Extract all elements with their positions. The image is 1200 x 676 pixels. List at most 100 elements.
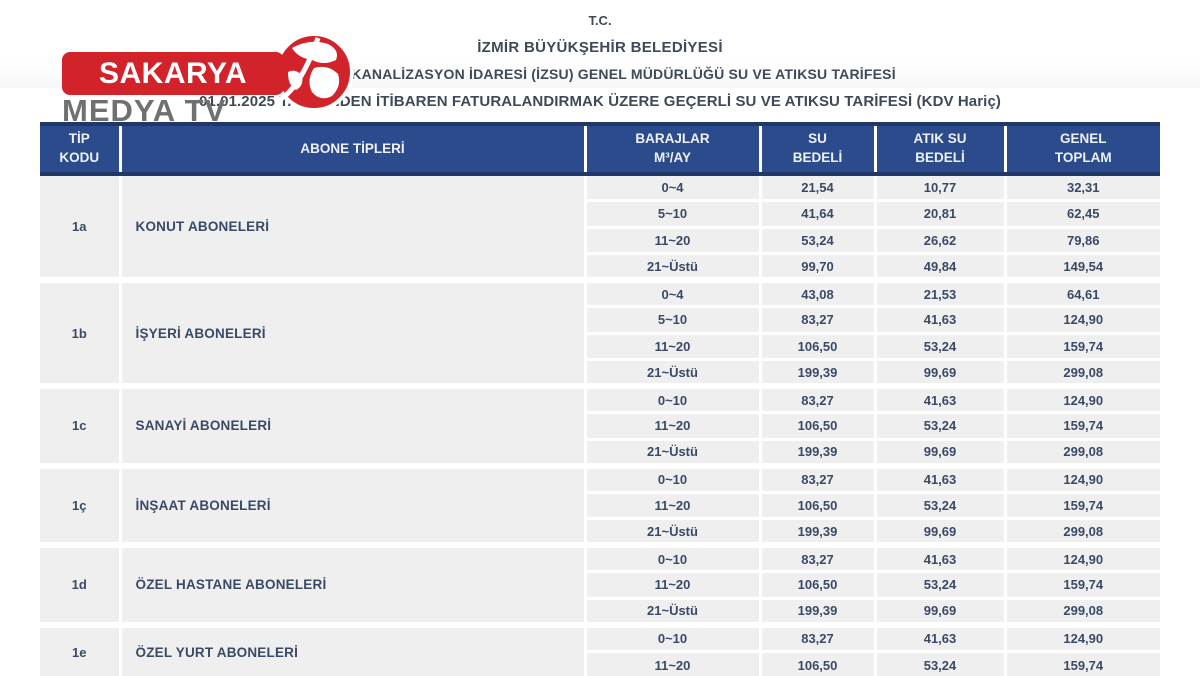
- tariff-row: 21~Üstü 199,39 99,69 299,08: [40, 437, 1160, 466]
- type-code-cell: 1c: [40, 383, 122, 466]
- title-tc: T.C.: [588, 13, 612, 28]
- tariff-row: 11~20 53,24 26,62 79,86: [40, 225, 1160, 254]
- col-header-abone-tipleri: ABONE TİPLERİ: [120, 122, 587, 176]
- wastewater-fee-cell: 41,63: [875, 462, 1007, 492]
- bracket-cell: 0~10: [585, 542, 762, 572]
- grand-total-cell: 62,45: [1005, 199, 1160, 227]
- water-fee-cell: 99,70: [760, 252, 877, 280]
- col-header-tip-kodu: TİP KODU: [40, 122, 122, 176]
- bracket-cell: 21~Üstü: [585, 437, 762, 466]
- grand-total-cell: 124,90: [1005, 542, 1160, 572]
- wastewater-fee-cell: 53,24: [875, 649, 1007, 676]
- wastewater-fee-cell: 26,62: [875, 225, 1007, 254]
- subscriber-type-cell: İŞYERİ ABONELERİ: [120, 277, 587, 386]
- wastewater-fee-cell: 21,53: [875, 277, 1007, 307]
- water-fee-cell: 106,50: [760, 570, 877, 598]
- wastewater-fee-cell: 41,63: [875, 383, 1007, 413]
- tariff-row: 1d ÖZEL HASTANE ABONELERİ 0~10 83,27 41,63 12…: [40, 542, 1160, 625]
- tariff-row: 5~10 83,27 41,63 124,90: [40, 305, 1160, 333]
- col-header-line: BARAJLAR: [635, 131, 710, 147]
- logo-subtitle: MEDYA TV: [62, 93, 227, 128]
- col-header-atik-su-bedeli: ATIK SU BEDELİ: [875, 122, 1007, 176]
- col-header-line: GENEL: [1059, 131, 1107, 147]
- water-fee-cell: 199,39: [760, 596, 877, 625]
- grand-total-cell: 299,08: [1005, 596, 1160, 625]
- tariff-row: 11~20 106,50 53,24 159,74: [40, 649, 1160, 676]
- grand-total-cell: 159,74: [1005, 331, 1160, 360]
- subscriber-type-cell: İNŞAAT ABONELERİ: [120, 462, 587, 545]
- wastewater-fee-cell: 99,69: [875, 358, 1007, 386]
- wastewater-fee-cell: 49,84: [875, 252, 1007, 280]
- water-fee-cell: 106,50: [760, 411, 877, 439]
- wastewater-fee-cell: 99,69: [875, 517, 1007, 545]
- wastewater-fee-cell: 53,24: [875, 411, 1007, 439]
- water-fee-cell: 83,27: [760, 305, 877, 333]
- water-fee-cell: 83,27: [760, 383, 877, 413]
- col-header-genel-toplam: GENEL TOPLAM: [1005, 122, 1160, 176]
- wastewater-fee-cell: 99,69: [875, 596, 1007, 625]
- wastewater-fee-cell: 99,69: [875, 437, 1007, 466]
- bracket-cell: 11~20: [585, 649, 762, 676]
- bracket-cell: 0~4: [585, 277, 762, 307]
- wastewater-fee-cell: 41,63: [875, 621, 1007, 651]
- subscriber-type-cell: ÖZEL HASTANE ABONELERİ: [120, 542, 587, 625]
- tariff-table: TİP KODU ABONE TİPLERİ BARAJLAR M³/AY SU…: [40, 122, 1160, 676]
- water-fee-cell: 53,24: [760, 225, 877, 254]
- logo-wordmark: SAKARYA: [62, 52, 284, 95]
- grand-total-cell: 299,08: [1005, 437, 1160, 466]
- bracket-cell: 0~10: [585, 383, 762, 413]
- tariff-row: 1e ÖZEL YURT ABONELERİ 0~10 83,27 41,63 124,9…: [40, 621, 1160, 676]
- type-code-cell: 1a: [40, 172, 122, 280]
- grand-total-cell: 299,08: [1005, 358, 1160, 386]
- wastewater-fee-cell: 41,63: [875, 542, 1007, 572]
- title-tariff-validity: 01.01.2025 TARİHİNDEN İTİBAREN FATURALAN…: [199, 93, 1001, 110]
- col-header-barajlar: BARAJLAR M³/AY: [585, 122, 762, 176]
- wastewater-fee-cell: 41,63: [875, 305, 1007, 333]
- tariff-row: 11~20 106,50 53,24 159,74: [40, 331, 1160, 360]
- water-fee-cell: 83,27: [760, 542, 877, 572]
- col-header-line: M³/AY: [653, 150, 691, 165]
- globe-icon: [274, 32, 354, 112]
- tariff-row: 1ç İNŞAAT ABONELERİ 0~10 83,27 41,63 124,90: [40, 462, 1160, 545]
- subscriber-type-cell: SANAYİ ABONELERİ: [120, 383, 587, 466]
- water-fee-cell: 106,50: [760, 649, 877, 676]
- tariff-row: 1a KONUT ABONELERİ 0~4 21,54 10,77 32,31: [40, 172, 1160, 280]
- bracket-cell: 21~Üstü: [585, 596, 762, 625]
- type-code-cell: 1d: [40, 542, 122, 625]
- bracket-cell: 11~20: [585, 331, 762, 360]
- grand-total-cell: 124,90: [1005, 383, 1160, 413]
- wastewater-fee-cell: 53,24: [875, 490, 1007, 519]
- subscriber-type-cell: ÖZEL YURT ABONELERİ: [120, 621, 587, 676]
- bracket-cell: 11~20: [585, 411, 762, 439]
- col-header-line: BEDELİ: [915, 150, 965, 165]
- grand-total-cell: 32,31: [1005, 172, 1160, 201]
- water-fee-cell: 199,39: [760, 358, 877, 386]
- col-header-line: BEDELİ: [792, 150, 843, 165]
- tariff-row: 21~Üstü 99,70 49,84 149,54: [40, 252, 1160, 280]
- water-fee-cell: 43,08: [760, 277, 877, 307]
- wastewater-fee-cell: 53,24: [875, 570, 1007, 598]
- tariff-table-header: TİP KODU ABONE TİPLERİ BARAJLAR M³/AY SU…: [40, 122, 1160, 176]
- water-fee-cell: 21,54: [760, 172, 877, 201]
- grand-total-cell: 64,61: [1005, 277, 1160, 307]
- title-municipality: İZMİR BÜYÜKŞEHİR BELEDİYESİ: [477, 39, 723, 56]
- water-fee-cell: 199,39: [760, 517, 877, 545]
- water-fee-cell: 106,50: [760, 331, 877, 360]
- header-row: TİP KODU ABONE TİPLERİ BARAJLAR M³/AY SU…: [40, 122, 1160, 176]
- water-fee-cell: 41,64: [760, 199, 877, 227]
- sakarya-logo: SAKARYA MEDYA TV: [55, 30, 395, 128]
- bracket-cell: 11~20: [585, 490, 762, 519]
- grand-total-cell: 159,74: [1005, 411, 1160, 439]
- type-code-cell: 1b: [40, 277, 122, 386]
- col-header-line: KODU: [59, 150, 100, 165]
- grand-total-cell: 79,86: [1005, 225, 1160, 254]
- tariff-table-body: 1a KONUT ABONELERİ 0~4 21,54 10,77 32,31 5~10 4…: [40, 172, 1160, 676]
- bracket-cell: 0~10: [585, 621, 762, 651]
- col-header-line: TOPLAM: [1054, 150, 1112, 165]
- type-code-cell: 1ç: [40, 462, 122, 545]
- bracket-cell: 0~4: [585, 172, 762, 201]
- tariff-row: 1c SANAYİ ABONELERİ 0~10 83,27 41,63 124,90: [40, 383, 1160, 466]
- subscriber-type-cell: KONUT ABONELERİ: [120, 172, 587, 280]
- grand-total-cell: 159,74: [1005, 570, 1160, 598]
